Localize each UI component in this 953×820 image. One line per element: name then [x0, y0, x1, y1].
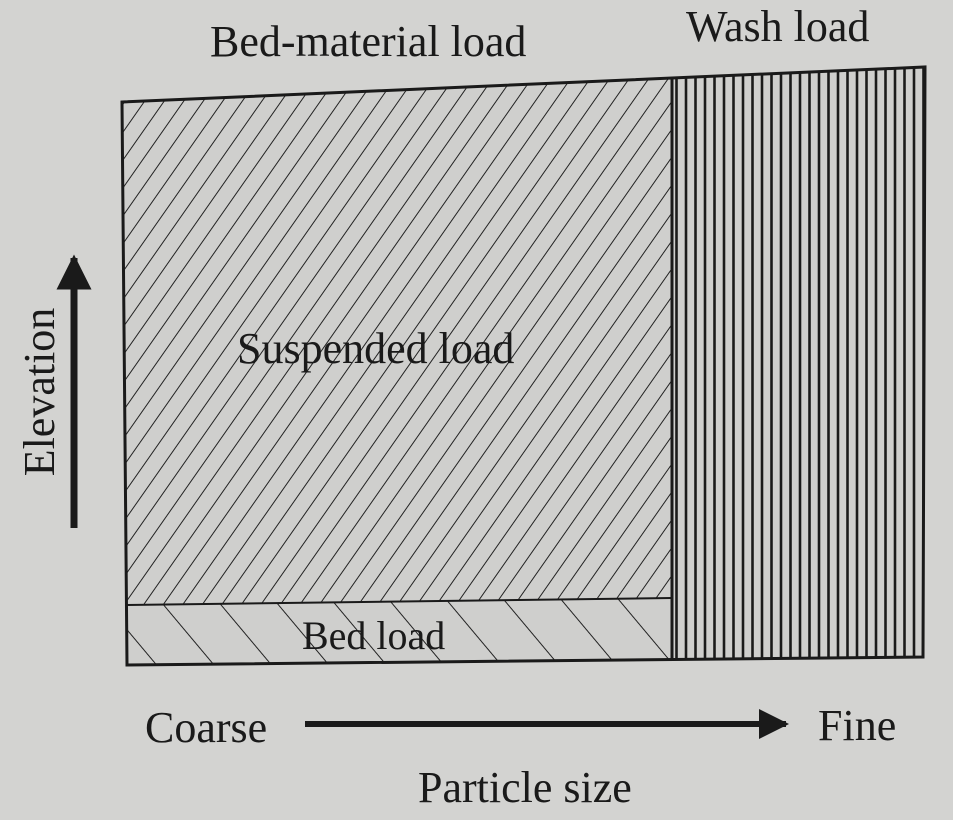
bed-load-label: Bed load — [302, 613, 446, 658]
diagram-outline — [120, 65, 927, 667]
bed-material-load-label: Bed-material load — [210, 17, 527, 66]
suspended-load-label: Suspended load — [237, 324, 515, 373]
wash-load-label: Wash load — [686, 2, 870, 51]
wash-load-stripes — [672, 67, 925, 660]
divider-suspended-bed — [126, 597, 673, 606]
particle-size-axis-label: Particle size — [418, 763, 632, 812]
fine-label: Fine — [818, 701, 897, 750]
bed-load-hatching — [127, 598, 672, 665]
suspended-load-hatching — [122, 79, 672, 605]
coarse-label: Coarse — [145, 703, 268, 752]
elevation-axis-label: Elevation — [15, 307, 64, 477]
